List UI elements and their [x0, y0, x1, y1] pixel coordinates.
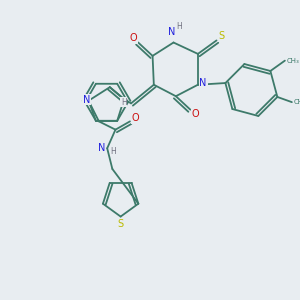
Text: O: O [131, 113, 139, 123]
Text: H: H [121, 98, 127, 107]
Text: CH₃: CH₃ [287, 58, 300, 64]
Text: S: S [219, 31, 225, 41]
Text: N: N [83, 95, 90, 105]
Text: N: N [200, 78, 207, 88]
Text: O: O [192, 109, 199, 119]
Text: N: N [98, 143, 106, 153]
Text: O: O [129, 33, 137, 43]
Text: CH₃: CH₃ [294, 99, 300, 105]
Text: H: H [176, 22, 182, 32]
Text: S: S [118, 219, 124, 229]
Text: N: N [168, 27, 175, 37]
Text: H: H [110, 147, 116, 156]
